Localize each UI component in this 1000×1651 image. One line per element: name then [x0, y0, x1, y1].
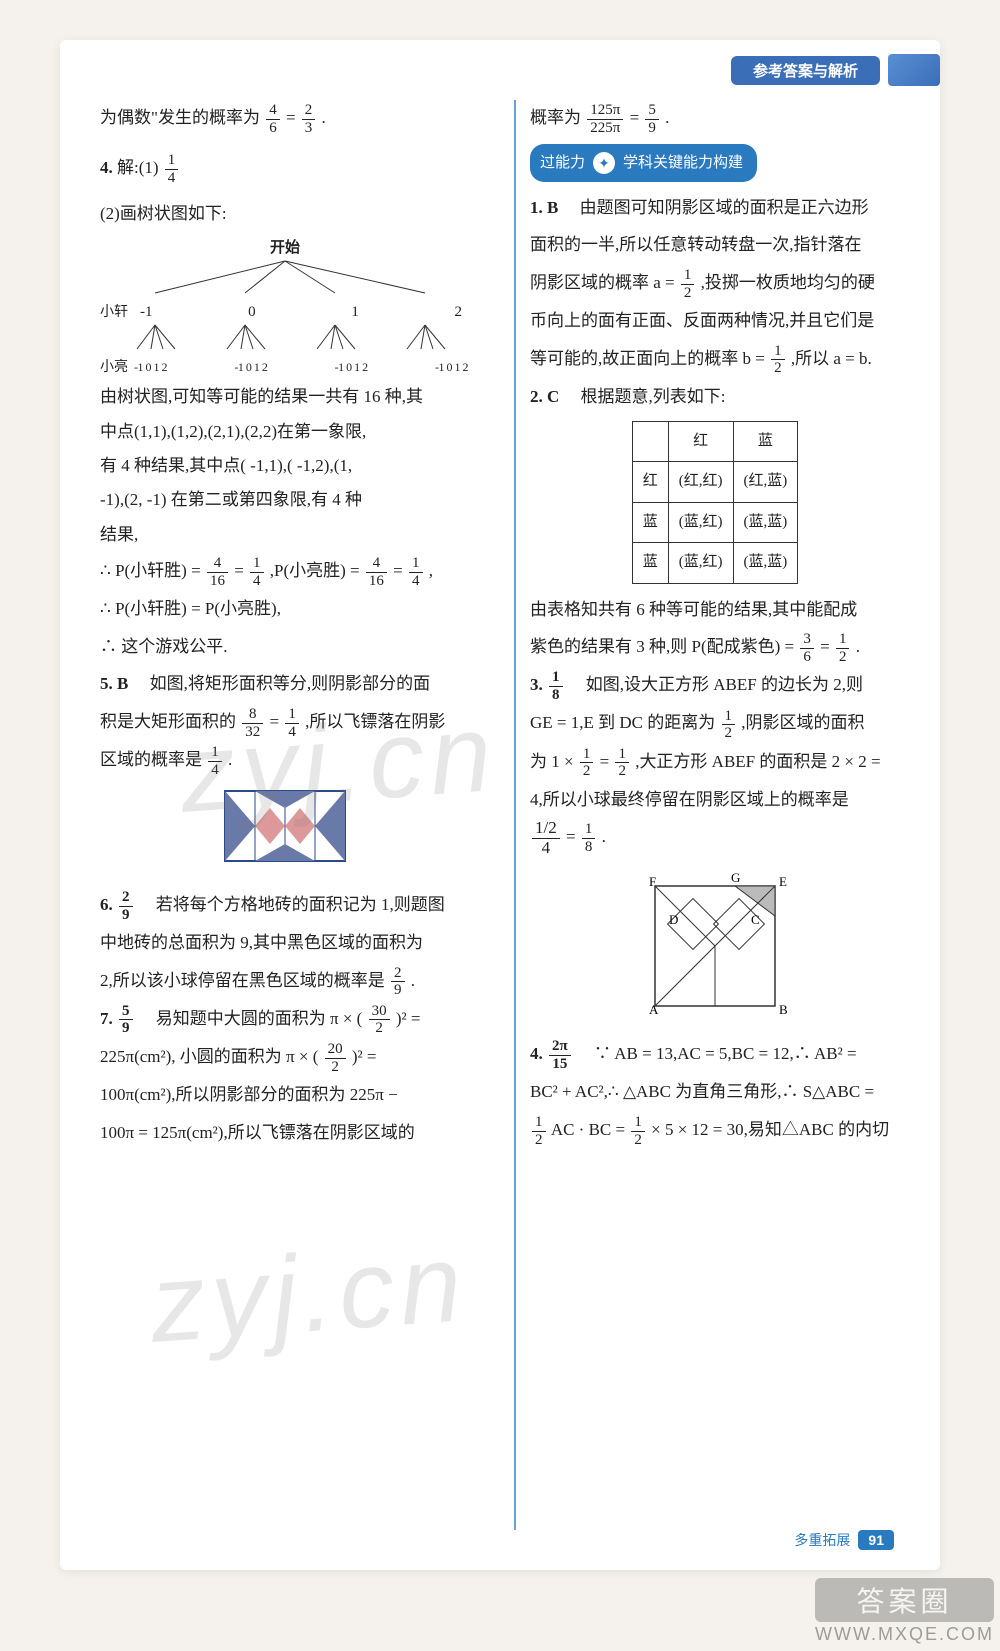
- header: 参考答案与解析: [620, 56, 940, 86]
- rectangle-diagram-icon: [220, 786, 350, 866]
- svg-text:G: G: [731, 870, 740, 885]
- header-badge-icon: [888, 54, 940, 86]
- rq2-number: 2.: [530, 387, 543, 406]
- tree-branches-icon: [105, 259, 465, 295]
- rq4-answer: 2π15: [549, 1038, 571, 1072]
- q5-number: 5.: [100, 674, 113, 693]
- tree-branches-icon: [105, 323, 465, 351]
- text: (2)画树状图如下:: [100, 196, 470, 232]
- text: 结果,: [100, 519, 470, 551]
- svg-text:C: C: [751, 912, 760, 927]
- q5-figure: [100, 786, 470, 879]
- page: 参考答案与解析 为偶数"发生的概率为 46 = 23 . 4. 解:(1) 14…: [60, 40, 940, 1570]
- site-stamp: 答案圈 WWW.MXQE.COM: [815, 1578, 994, 1645]
- rq3-answer: 18: [549, 669, 563, 703]
- q6-number: 6.: [100, 895, 113, 914]
- table-row: 蓝 (蓝,红) (蓝,蓝): [632, 502, 798, 543]
- probability-table: 红 蓝 红 (红,红) (红,蓝) 蓝 (蓝,红) (蓝,蓝) 蓝 (蓝,红) …: [632, 421, 799, 584]
- column-divider: [514, 100, 516, 1530]
- rq1-number: 1.: [530, 198, 543, 217]
- text: 由树状图,可知等可能的结果一共有 16 种,其: [100, 381, 470, 413]
- rq3-number: 3.: [530, 675, 543, 694]
- text: 有 4 种结果,其中点( -1,1),( -1,2),(1,: [100, 450, 470, 482]
- svg-text:F: F: [649, 874, 656, 889]
- right-column: 概率为 125π225π = 59 . 过能力 ✦ 学科关键能力构建 1. B …: [530, 100, 900, 1530]
- q5-answer: B: [117, 674, 128, 693]
- rq1-answer: B: [547, 198, 558, 217]
- text: 为偶数"发生的概率为: [100, 108, 260, 127]
- section-pill: 过能力 ✦ 学科关键能力构建: [530, 144, 757, 182]
- q7-number: 7.: [100, 1009, 113, 1028]
- q4-number: 4.: [100, 158, 113, 177]
- text: -1),(2, -1) 在第二或第四象限,有 4 种: [100, 484, 470, 516]
- fraction: 23: [302, 102, 316, 136]
- text: 中点(1,1),(1,2),(2,1),(2,2)在第一象限,: [100, 416, 470, 448]
- svg-text:B: B: [779, 1002, 788, 1016]
- table-row: 蓝 (蓝,红) (蓝,蓝): [632, 543, 798, 584]
- text: 解:(1): [117, 158, 159, 177]
- footer-label: 多重拓展: [794, 1530, 850, 1550]
- q7-answer: 59: [119, 1003, 133, 1037]
- tree-diagram: 开始 小轩 -1 0 1 2: [100, 238, 470, 378]
- pill-sep-icon: ✦: [593, 152, 615, 174]
- rq4-number: 4.: [530, 1044, 543, 1063]
- columns: 为偶数"发生的概率为 46 = 23 . 4. 解:(1) 14 (2)画树状图…: [100, 100, 900, 1530]
- fraction: 46: [266, 102, 280, 136]
- rq2-answer: C: [547, 387, 559, 406]
- stamp-cn: 答案圈: [815, 1578, 994, 1622]
- page-footer: 多重拓展 91: [794, 1530, 894, 1550]
- table-row: 红 (红,红) (红,蓝): [632, 462, 798, 503]
- left-column: 为偶数"发生的概率为 46 = 23 . 4. 解:(1) 14 (2)画树状图…: [100, 100, 470, 1530]
- stamp-url: WWW.MXQE.COM: [815, 1624, 994, 1645]
- svg-text:D: D: [669, 912, 678, 927]
- square-diagram-icon: F G E D C A B: [635, 866, 795, 1016]
- page-number: 91: [858, 1530, 894, 1550]
- svg-text:A: A: [649, 1002, 659, 1016]
- q3-figure: F G E D C A B: [530, 866, 900, 1029]
- svg-text:E: E: [779, 874, 787, 889]
- fraction: 14: [165, 152, 179, 186]
- q6-answer: 29: [119, 889, 133, 923]
- header-title: 参考答案与解析: [731, 56, 880, 85]
